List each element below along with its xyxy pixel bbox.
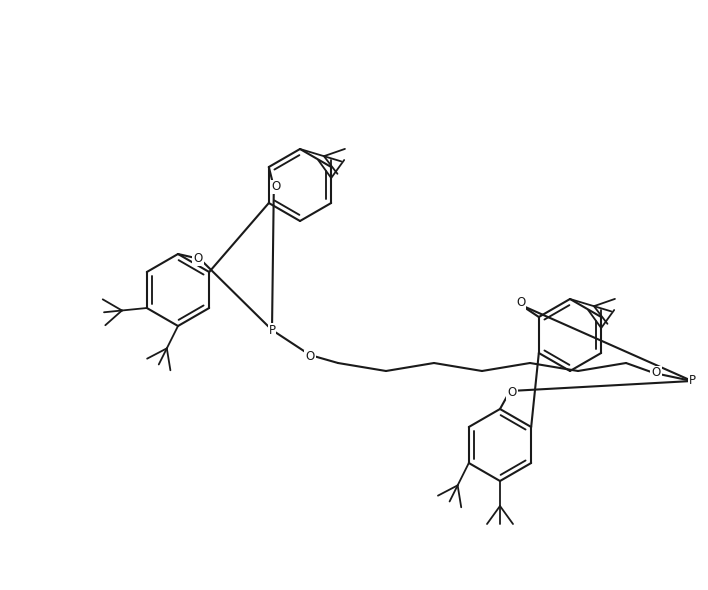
- Text: P: P: [688, 375, 695, 388]
- Text: O: O: [516, 297, 525, 310]
- Text: O: O: [651, 366, 661, 379]
- Text: O: O: [271, 181, 280, 194]
- Text: O: O: [193, 253, 202, 266]
- Text: P: P: [268, 323, 275, 336]
- Text: O: O: [305, 350, 314, 363]
- Text: O: O: [508, 386, 517, 399]
